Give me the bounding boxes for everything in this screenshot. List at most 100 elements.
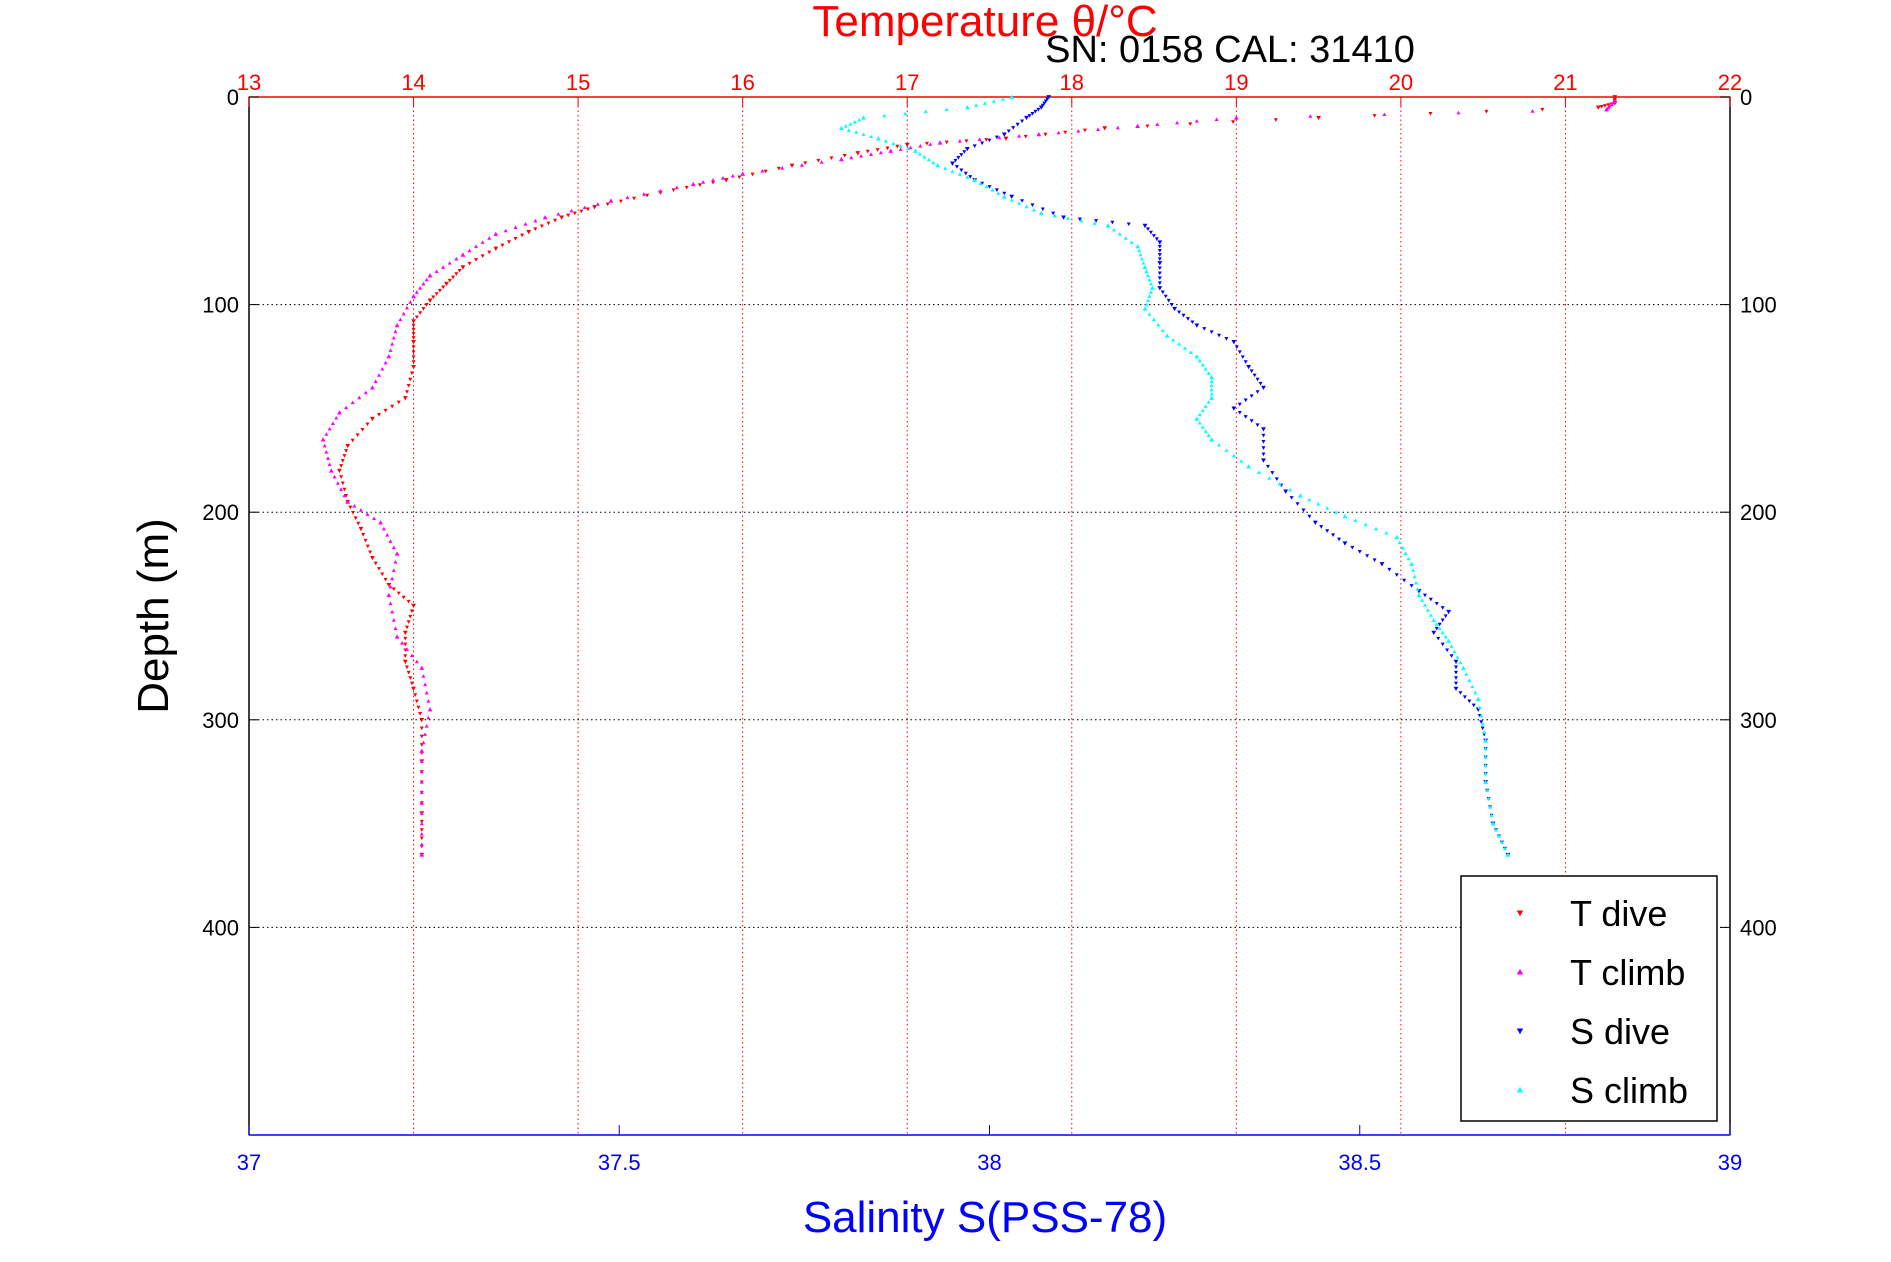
data-point-interp: [1384, 530, 1389, 535]
data-point-interp: [1200, 425, 1205, 429]
data-point-interp: [1188, 122, 1193, 126]
depth-tick-label-right: 300: [1740, 708, 1777, 733]
data-point-interp: [572, 211, 577, 216]
data-point: [1595, 105, 1601, 110]
data-point-interp: [943, 166, 948, 171]
data-point-interp: [1445, 648, 1450, 653]
y-axis-label: Depth (m): [129, 518, 178, 714]
data-point-interp: [553, 218, 558, 223]
data-point-interp: [467, 261, 472, 266]
data-point-interp: [1206, 371, 1211, 375]
data-point-interp: [898, 143, 903, 148]
depth-tick-label: 300: [202, 708, 239, 733]
data-point: [1298, 493, 1303, 498]
depth-tick-label: 400: [202, 915, 239, 940]
data-point-interp: [1206, 433, 1211, 437]
data-point-interp: [381, 526, 386, 531]
data-point-interp: [424, 724, 429, 728]
data-point: [337, 468, 342, 474]
data-point-interp: [391, 587, 396, 592]
data-point: [559, 215, 565, 220]
data-point: [370, 385, 375, 390]
legend-label: S climb: [1570, 1070, 1688, 1111]
data-point-interp: [406, 670, 411, 675]
data-point: [419, 852, 425, 857]
data-point-interp: [403, 642, 408, 647]
data-point: [419, 748, 425, 753]
temperature-tick-label: 18: [1060, 70, 1084, 95]
data-point-interp: [411, 327, 416, 332]
data-point-interp: [1203, 429, 1208, 433]
data-point-interp: [1437, 622, 1442, 627]
data-point: [1142, 264, 1148, 270]
data-point-interp: [1480, 721, 1485, 726]
data-point-interp: [829, 156, 834, 161]
data-point-interp: [1483, 763, 1488, 768]
data-point-interp: [1197, 358, 1202, 363]
data-point-interp: [730, 173, 735, 178]
data-point: [740, 171, 746, 176]
data-point-interp: [1217, 333, 1222, 338]
data-point-interp: [926, 157, 931, 162]
data-point: [1283, 489, 1289, 494]
data-point: [394, 322, 400, 328]
data-point: [1164, 333, 1170, 338]
data-point-interp: [409, 681, 414, 686]
data-point-interp: [1415, 587, 1420, 591]
data-point-interp: [996, 191, 1001, 195]
data-point-interp: [1419, 598, 1424, 602]
data-point: [337, 410, 342, 415]
data-point-interp: [1082, 128, 1087, 133]
data-point: [1231, 406, 1237, 411]
data-point-interp: [1203, 404, 1208, 408]
data-point-interp: [1051, 211, 1056, 216]
data-point-interp: [569, 208, 574, 213]
data-point-interp: [1454, 681, 1459, 686]
data-point-interp: [352, 503, 357, 508]
data-point-interp: [376, 373, 381, 377]
data-point-interp: [1033, 109, 1038, 114]
data-point-interp: [869, 152, 874, 156]
data-point-interp: [1414, 580, 1419, 585]
data-point: [411, 364, 416, 370]
data-point-interp: [1017, 134, 1022, 138]
data-point-interp: [339, 487, 344, 491]
data-point-interp: [421, 281, 426, 286]
data-point-interp: [1325, 529, 1330, 533]
data-point: [1446, 638, 1452, 643]
data-point-interp: [454, 256, 459, 261]
data-point-interp: [1144, 302, 1149, 307]
data-point-interp: [878, 150, 883, 155]
data-point-interp: [390, 609, 395, 614]
data-point-interp: [423, 732, 428, 736]
data-point-interp: [324, 449, 329, 454]
data-point-interp: [1231, 453, 1236, 458]
data-point: [1102, 126, 1108, 131]
data-point: [1342, 541, 1348, 546]
data-point-interp: [340, 459, 345, 463]
data-point-interp: [846, 128, 851, 132]
data-point-interp: [1316, 501, 1321, 506]
data-point-interp: [424, 690, 429, 695]
data-point-interp: [1479, 713, 1484, 718]
data-point: [345, 443, 351, 449]
data-point-interp: [1036, 107, 1041, 112]
data-point-interp: [342, 487, 347, 492]
data-point-interp: [474, 258, 479, 262]
data-point: [386, 354, 392, 359]
data-point-interp: [1023, 134, 1028, 139]
data-point-interp: [339, 464, 344, 468]
temperature-tick-label: 20: [1389, 70, 1413, 95]
data-point-interp: [1289, 496, 1294, 500]
data-point-interp: [451, 275, 456, 280]
data-point-interp: [344, 405, 349, 410]
data-point-interp: [1400, 545, 1405, 550]
data-point: [1233, 115, 1239, 120]
data-point-interp: [1607, 104, 1612, 108]
data-point-interp: [411, 355, 416, 359]
data-point-interp: [1040, 207, 1045, 212]
data-point: [1483, 738, 1489, 743]
data-point-interp: [1449, 644, 1454, 648]
data-point-interp: [954, 165, 959, 169]
data-point-interp: [368, 550, 373, 555]
